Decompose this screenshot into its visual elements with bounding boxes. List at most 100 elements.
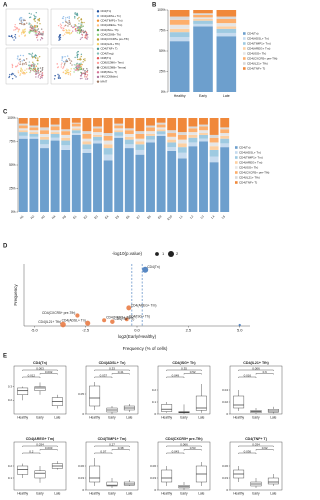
cell-dot bbox=[38, 55, 41, 58]
bar-segment bbox=[50, 118, 60, 125]
bar-segment bbox=[169, 16, 190, 20]
cell-dot bbox=[76, 29, 78, 32]
legend-label: CD4(ADSL+ Tn) bbox=[239, 150, 261, 154]
bar-segment bbox=[18, 132, 28, 136]
bar-segment bbox=[156, 129, 166, 132]
y-tick-label: 0 bbox=[82, 488, 84, 492]
p-value: 0.016 bbox=[244, 373, 252, 377]
cell-dot bbox=[37, 69, 40, 72]
y-tick-label: 0.02 bbox=[222, 400, 228, 404]
cell-dot bbox=[78, 20, 80, 22]
cell-dot bbox=[82, 29, 84, 32]
bar-segment bbox=[40, 139, 49, 145]
bar-segment bbox=[156, 133, 166, 136]
cell-dot bbox=[29, 26, 32, 28]
cell-dot bbox=[11, 77, 14, 80]
cell-dot bbox=[69, 59, 71, 61]
y-tick-label: 0.05 bbox=[78, 392, 84, 396]
x-tick-label: Late bbox=[198, 415, 204, 419]
cell-dot bbox=[62, 17, 64, 20]
cell-dot bbox=[37, 57, 39, 59]
y-tick-label: 0.06 bbox=[222, 464, 228, 468]
x-tick-label: L1 bbox=[178, 214, 183, 219]
bracket bbox=[183, 373, 202, 375]
cell-dot bbox=[82, 72, 84, 74]
legend-swatch bbox=[96, 42, 100, 46]
legend-swatch bbox=[235, 181, 238, 184]
cell-dot bbox=[80, 67, 82, 69]
legend-label: CD8(ISG+ T) bbox=[101, 70, 117, 74]
cell-dot bbox=[70, 25, 73, 27]
x-tick-label: Early bbox=[252, 491, 260, 495]
cell-dot bbox=[60, 24, 63, 27]
cell-dot bbox=[20, 33, 23, 35]
legend-label: CD4(AREG+ Tm) bbox=[101, 23, 123, 27]
bar-segment bbox=[40, 144, 49, 149]
y-tick-label: 0.03 bbox=[78, 476, 84, 480]
cell-dot bbox=[74, 29, 77, 31]
cell-dot bbox=[80, 65, 82, 68]
cell-dot bbox=[39, 67, 42, 69]
bracket bbox=[238, 369, 274, 371]
bar-segment bbox=[177, 147, 187, 153]
cell-dot bbox=[34, 30, 37, 33]
bar-segment bbox=[156, 127, 166, 130]
cell-dot bbox=[81, 33, 83, 36]
bar-segment bbox=[167, 136, 177, 140]
legend-label: CD4(TNF+ T) bbox=[239, 180, 257, 184]
cell-dot bbox=[65, 31, 67, 34]
cell-dot bbox=[68, 57, 70, 60]
bracket bbox=[238, 376, 257, 378]
x-tick-label: Healthy bbox=[17, 415, 28, 419]
cell-dot bbox=[12, 36, 14, 39]
cell-dot bbox=[77, 18, 79, 20]
x-tick-label: L2 bbox=[189, 214, 194, 219]
bar-segment bbox=[114, 123, 124, 126]
x-tick-label: E6 bbox=[125, 214, 131, 220]
p-value: 0.27 bbox=[109, 442, 115, 446]
bar-segment bbox=[146, 127, 155, 132]
cell-dot bbox=[39, 39, 42, 41]
cell-dot bbox=[31, 27, 34, 30]
bracket bbox=[94, 445, 130, 447]
x-tick-label: 5.0 bbox=[237, 328, 243, 333]
cell-dot bbox=[57, 73, 59, 76]
chart-title: CD4(TNF+ T) bbox=[245, 437, 268, 441]
bar-segment bbox=[71, 130, 81, 134]
cell-dot bbox=[81, 63, 83, 66]
bar-segment bbox=[169, 24, 190, 29]
box bbox=[267, 477, 279, 485]
cell-dot bbox=[58, 75, 60, 78]
cell-dot bbox=[30, 68, 33, 70]
bar-segment bbox=[103, 133, 113, 136]
cell-dot bbox=[64, 69, 67, 72]
cell-dot bbox=[35, 55, 38, 57]
cell-dot bbox=[86, 35, 88, 37]
cell-dot bbox=[35, 65, 38, 67]
cell-dot bbox=[70, 68, 72, 70]
x-tick-label: Early bbox=[252, 415, 260, 419]
cell-dot bbox=[19, 73, 22, 75]
cell-dot bbox=[67, 69, 70, 71]
box bbox=[34, 386, 46, 391]
bar-segment bbox=[135, 138, 145, 142]
legend-label: CD4(ADSL+ Tn) bbox=[101, 14, 121, 18]
cell-dot bbox=[23, 19, 25, 21]
cell-dot bbox=[80, 31, 82, 33]
bar-segment bbox=[124, 139, 134, 145]
cell-dot bbox=[76, 56, 79, 59]
bar-segment bbox=[71, 123, 81, 127]
bar-segment bbox=[135, 118, 145, 132]
p-value: 0.52 bbox=[190, 370, 196, 374]
bar-segment bbox=[71, 128, 81, 131]
bar-segment bbox=[209, 118, 219, 135]
x-tick-label: Healthy bbox=[233, 491, 244, 495]
x-tick-label: L5 bbox=[221, 214, 226, 219]
x-tick-label: -5.0 bbox=[31, 328, 39, 333]
cell-dot bbox=[59, 38, 61, 41]
x-tick-label: E10 bbox=[166, 214, 173, 221]
legend-swatch bbox=[243, 57, 246, 60]
x-tick-label: Healthy bbox=[233, 415, 244, 419]
cell-dot bbox=[73, 24, 76, 26]
cell-dot bbox=[10, 35, 12, 38]
